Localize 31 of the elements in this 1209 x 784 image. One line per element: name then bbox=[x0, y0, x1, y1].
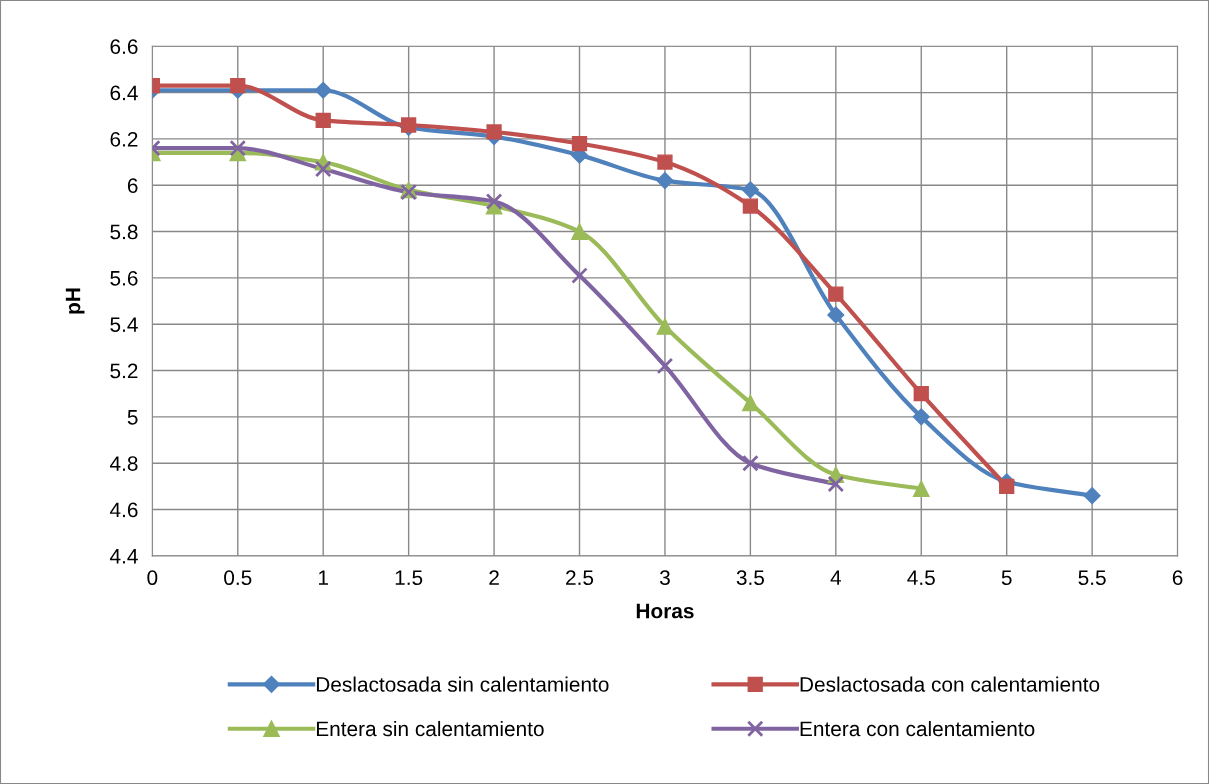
x-tick-label: 2.5 bbox=[566, 570, 594, 586]
legend-label: Entera sin calentamiento bbox=[316, 720, 544, 737]
legend-label: Entera con calentamiento bbox=[800, 720, 1035, 737]
y-tick-label: 6 bbox=[127, 178, 138, 193]
y-tick-label: 6.2 bbox=[110, 131, 138, 147]
x-tick-label: 0 bbox=[147, 570, 158, 586]
legend-label: Deslactosada sin calentamiento bbox=[316, 676, 609, 692]
x-tick-label: 4 bbox=[830, 570, 842, 585]
y-tick-label: 4.6 bbox=[109, 502, 138, 518]
y-tick-label: 6.4 bbox=[110, 85, 138, 101]
x-tick-label: 3.5 bbox=[736, 570, 764, 586]
x-tick-label: 6 bbox=[1172, 570, 1183, 586]
x-tick-label: 3 bbox=[659, 570, 670, 586]
x-tick-label: 0.5 bbox=[224, 570, 252, 586]
x-tick-label: 5.5 bbox=[1078, 570, 1106, 586]
legend-label: Deslactosada con calentamiento bbox=[800, 676, 1100, 692]
y-tick-label: 5.4 bbox=[110, 317, 138, 332]
y-tick-label: 4.8 bbox=[109, 456, 138, 471]
x-tick-label: 5 bbox=[1001, 570, 1012, 586]
y-tick-label: 5 bbox=[127, 410, 138, 425]
x-tick-label: 2 bbox=[489, 570, 499, 585]
x-tick-label: 1.5 bbox=[395, 570, 423, 586]
y-tick-label: 5.2 bbox=[110, 363, 138, 379]
y-tick-label: 5.8 bbox=[110, 224, 138, 240]
y-tick-label: 4.4 bbox=[109, 549, 138, 564]
x-tick-label: 1 bbox=[319, 570, 328, 585]
y-axis-title: pH bbox=[65, 288, 85, 314]
x-axis-title: Horas bbox=[636, 603, 694, 619]
x-tick-label: 4.5 bbox=[907, 570, 935, 586]
y-tick-label: 5.6 bbox=[110, 270, 138, 286]
y-tick-label: 6.6 bbox=[110, 39, 138, 55]
